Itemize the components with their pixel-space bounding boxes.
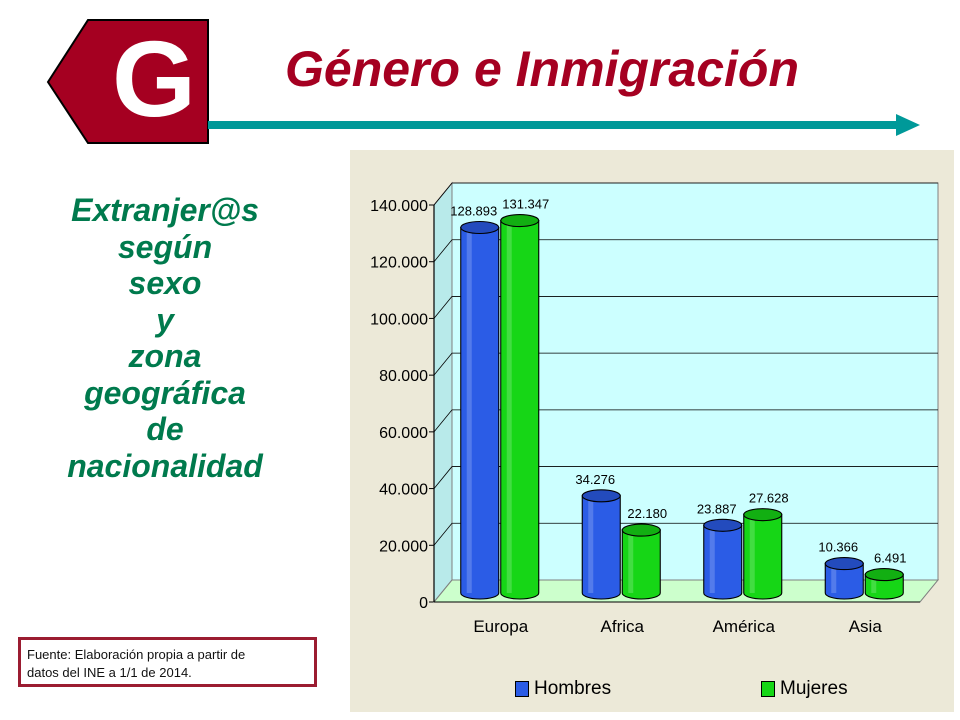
legend-swatch-hombres [515, 681, 529, 697]
subtitle-line: según [117, 228, 213, 265]
y-tick-label: 100.000 [370, 311, 428, 328]
logo-header: G Género e Inmigración [0, 0, 960, 150]
subtitle-line: de [146, 411, 184, 447]
bar-top-cap [500, 213, 540, 228]
bar-data-label: 128.893 [450, 203, 497, 218]
y-tick-label: 60.000 [379, 425, 428, 442]
x-category-label: Africa [601, 617, 645, 636]
bar-top-cap [581, 489, 621, 503]
legend-swatch-mujeres [761, 681, 775, 697]
subtitle-line: sexo [128, 265, 202, 301]
bar-data-label: 131.347 [502, 197, 549, 212]
bar-data-label: 22.180 [627, 506, 667, 521]
x-category-label: Europa [473, 617, 528, 636]
gridline [433, 409, 938, 433]
subtitle-line: y [156, 301, 174, 338]
bar-highlight [709, 527, 715, 593]
chart-legend: Hombres Mujeres [515, 678, 875, 700]
bar-data-label: 34.276 [575, 472, 615, 487]
x-category-label: América [713, 617, 776, 636]
bar-top-cap [460, 220, 500, 235]
legend-label-hombres: Hombres [534, 678, 612, 699]
bar-body [460, 226, 500, 600]
bar-highlight [831, 565, 837, 593]
logo-letter: G [112, 18, 196, 139]
bar-body [621, 529, 661, 600]
bar-body [743, 514, 783, 600]
y-tick-label: 80.000 [379, 368, 428, 385]
plot-side-wall [433, 181, 453, 604]
bar-hombres-3 [824, 557, 864, 600]
gridline [433, 466, 938, 489]
bar-mujeres-3 [864, 568, 904, 600]
bar-highlight [871, 576, 877, 593]
bar-highlight [749, 516, 755, 593]
bar-hombres-2 [703, 518, 743, 600]
logo-graphic: G [46, 18, 920, 144]
y-tick-label: 120.000 [370, 255, 428, 272]
bar-body [581, 495, 621, 600]
bar-top-cap [703, 518, 743, 532]
bar-top-cap [621, 523, 661, 537]
subtitle-line: nacionalidad [67, 447, 263, 484]
subtitle-line: zona [128, 338, 202, 374]
y-tick-label: 0 [419, 595, 428, 612]
bar-body [703, 524, 743, 600]
subtitle-line: Extranjer@s [71, 192, 259, 228]
source-note: Fuente: Elaboración propia a partir de d… [18, 637, 317, 687]
bar-hombres-1 [581, 489, 621, 600]
gridline [433, 182, 938, 206]
y-tick-label: 140.000 [370, 198, 428, 215]
bar-top-cap [743, 508, 783, 522]
subtitle-line: geográfica [84, 374, 246, 411]
bar-top-cap [864, 568, 904, 582]
y-tick-label: 20.000 [379, 538, 428, 555]
title-underline-arrow-shaft [208, 121, 898, 129]
bar-data-label: 6.491 [874, 551, 907, 566]
bar-highlight [588, 497, 594, 593]
source-note-line: Fuente: Elaboración propia a partir de [27, 647, 246, 662]
chart-subtitle-block: Extranjer@s según sexo y zona geográfica… [30, 192, 300, 484]
bar-data-label: 27.628 [749, 491, 789, 506]
legend-label-mujeres: Mujeres [780, 678, 848, 699]
y-tick-label: 40.000 [379, 482, 428, 499]
source-note-line: datos del INE a 1/1 de 2014. [27, 665, 192, 680]
bar-mujeres-0 [500, 213, 540, 600]
bar-highlight [628, 532, 634, 593]
title-underline-arrow-head [896, 114, 920, 136]
bar-top-cap [824, 557, 864, 571]
page-title: Género e Inmigración [285, 41, 800, 97]
gridline [433, 352, 938, 376]
bar-chart: 0 20.000 40.000 60.000 80.000 100.000 120.000 1… [370, 181, 940, 636]
x-category-label: Asia [849, 617, 883, 636]
bar-mujeres-1 [621, 523, 661, 600]
bar-hombres-0 [460, 220, 500, 600]
gridline [433, 239, 938, 262]
legend-item-mujeres: Mujeres [761, 678, 848, 700]
legend-item-hombres: Hombres [515, 678, 611, 700]
gridline [433, 296, 938, 319]
bar-highlight [506, 222, 512, 593]
bar-body [500, 219, 540, 600]
bar-highlight [466, 229, 472, 593]
bar-mujeres-2 [743, 508, 783, 600]
chart-panel: 0 20.000 40.000 60.000 80.000 100.000 120.000 1… [350, 150, 954, 712]
bar-data-label: 23.887 [697, 501, 737, 516]
bar-data-label: 10.366 [818, 540, 858, 555]
